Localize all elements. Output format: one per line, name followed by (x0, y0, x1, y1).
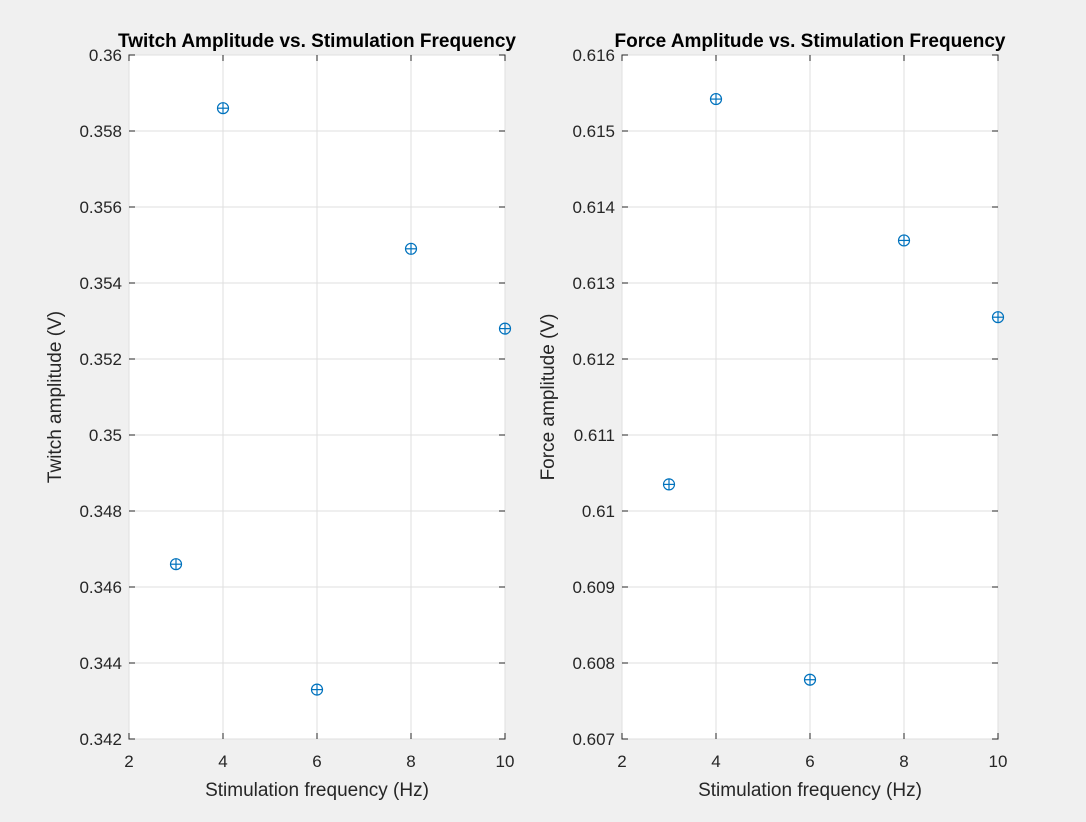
force-y-tick-label: 0.607 (572, 730, 615, 749)
force-data-point (662, 478, 676, 491)
twitch-y-tick-label: 0.342 (79, 730, 122, 749)
force-y-tick-label: 0.614 (572, 198, 615, 217)
twitch-data-point (310, 683, 324, 696)
force-y-tick-label: 0.611 (574, 426, 615, 445)
force-chart-title: Force Amplitude vs. Stimulation Frequenc… (615, 31, 1006, 52)
twitch-x-tick-label: 10 (496, 752, 515, 771)
force-data-point (991, 311, 1005, 324)
twitch-x-tick-label: 6 (312, 752, 321, 771)
twitch-y-axis-label: Twitch amplitude (V) (45, 311, 66, 483)
twitch-y-tick-label: 0.356 (79, 198, 122, 217)
force-data-point (897, 234, 911, 247)
force-y-tick-label: 0.609 (572, 578, 615, 597)
twitch-data-points (169, 102, 512, 696)
force-y-tick-label: 0.615 (572, 122, 615, 141)
force-x-tick-label: 8 (899, 752, 908, 771)
force-x-tick-label: 4 (711, 752, 720, 771)
force-x-tick-label: 10 (989, 752, 1008, 771)
force-y-tick-label: 0.608 (572, 654, 615, 673)
twitch-data-point (498, 322, 512, 335)
twitch-amplitude-plot: 2 4 6 8 10 0.342 0.344 0.346 0.348 0.35 0.352 0.354… (45, 31, 516, 801)
force-y-tick-label: 0.612 (572, 350, 615, 369)
force-x-tick-label: 2 (617, 752, 626, 771)
twitch-x-tick-label: 8 (406, 752, 415, 771)
force-data-point (709, 92, 723, 106)
twitch-y-tick-label: 0.344 (79, 654, 122, 673)
twitch-y-tick-label: 0.36 (89, 46, 122, 65)
twitch-chart-title: Twitch Amplitude vs. Stimulation Frequen… (118, 31, 516, 52)
twitch-y-tick-label: 0.358 (79, 122, 122, 141)
force-y-tick-label: 0.616 (572, 46, 615, 65)
force-x-axis-label: Stimulation frequency (Hz) (698, 780, 922, 801)
force-y-tick-label: 0.613 (572, 274, 615, 293)
force-amplitude-plot: 2 4 6 8 10 0.607 0.608 0.609 0.61 0.611 0.612 0.613… (538, 31, 1007, 801)
twitch-y-tick-label: 0.35 (89, 426, 122, 445)
twitch-data-point (169, 558, 183, 571)
twitch-data-point (404, 242, 418, 255)
force-y-axis-label: Force amplitude (V) (538, 314, 559, 481)
twitch-y-tick-label: 0.352 (79, 350, 122, 369)
twitch-x-tick-label: 4 (218, 752, 227, 771)
twitch-y-tick-label: 0.346 (79, 578, 122, 597)
twitch-x-axis-label: Stimulation frequency (Hz) (205, 780, 429, 801)
force-grid (621, 54, 999, 740)
twitch-x-tick-label: 2 (124, 752, 133, 771)
twitch-y-tick-label: 0.354 (79, 274, 122, 293)
force-y-tick-label: 0.61 (582, 502, 615, 521)
twitch-axis-ticks: 2 4 6 8 10 0.342 0.344 0.346 0.348 0.35 0.352 0.354… (79, 46, 514, 771)
force-axis-ticks: 2 4 6 8 10 0.607 0.608 0.609 0.61 0.611 0.612 0.613… (572, 46, 1007, 771)
twitch-data-point (216, 102, 230, 115)
force-data-point (803, 673, 817, 686)
force-data-points (662, 92, 1005, 686)
force-x-tick-label: 6 (805, 752, 814, 771)
twitch-y-tick-label: 0.348 (79, 502, 122, 521)
